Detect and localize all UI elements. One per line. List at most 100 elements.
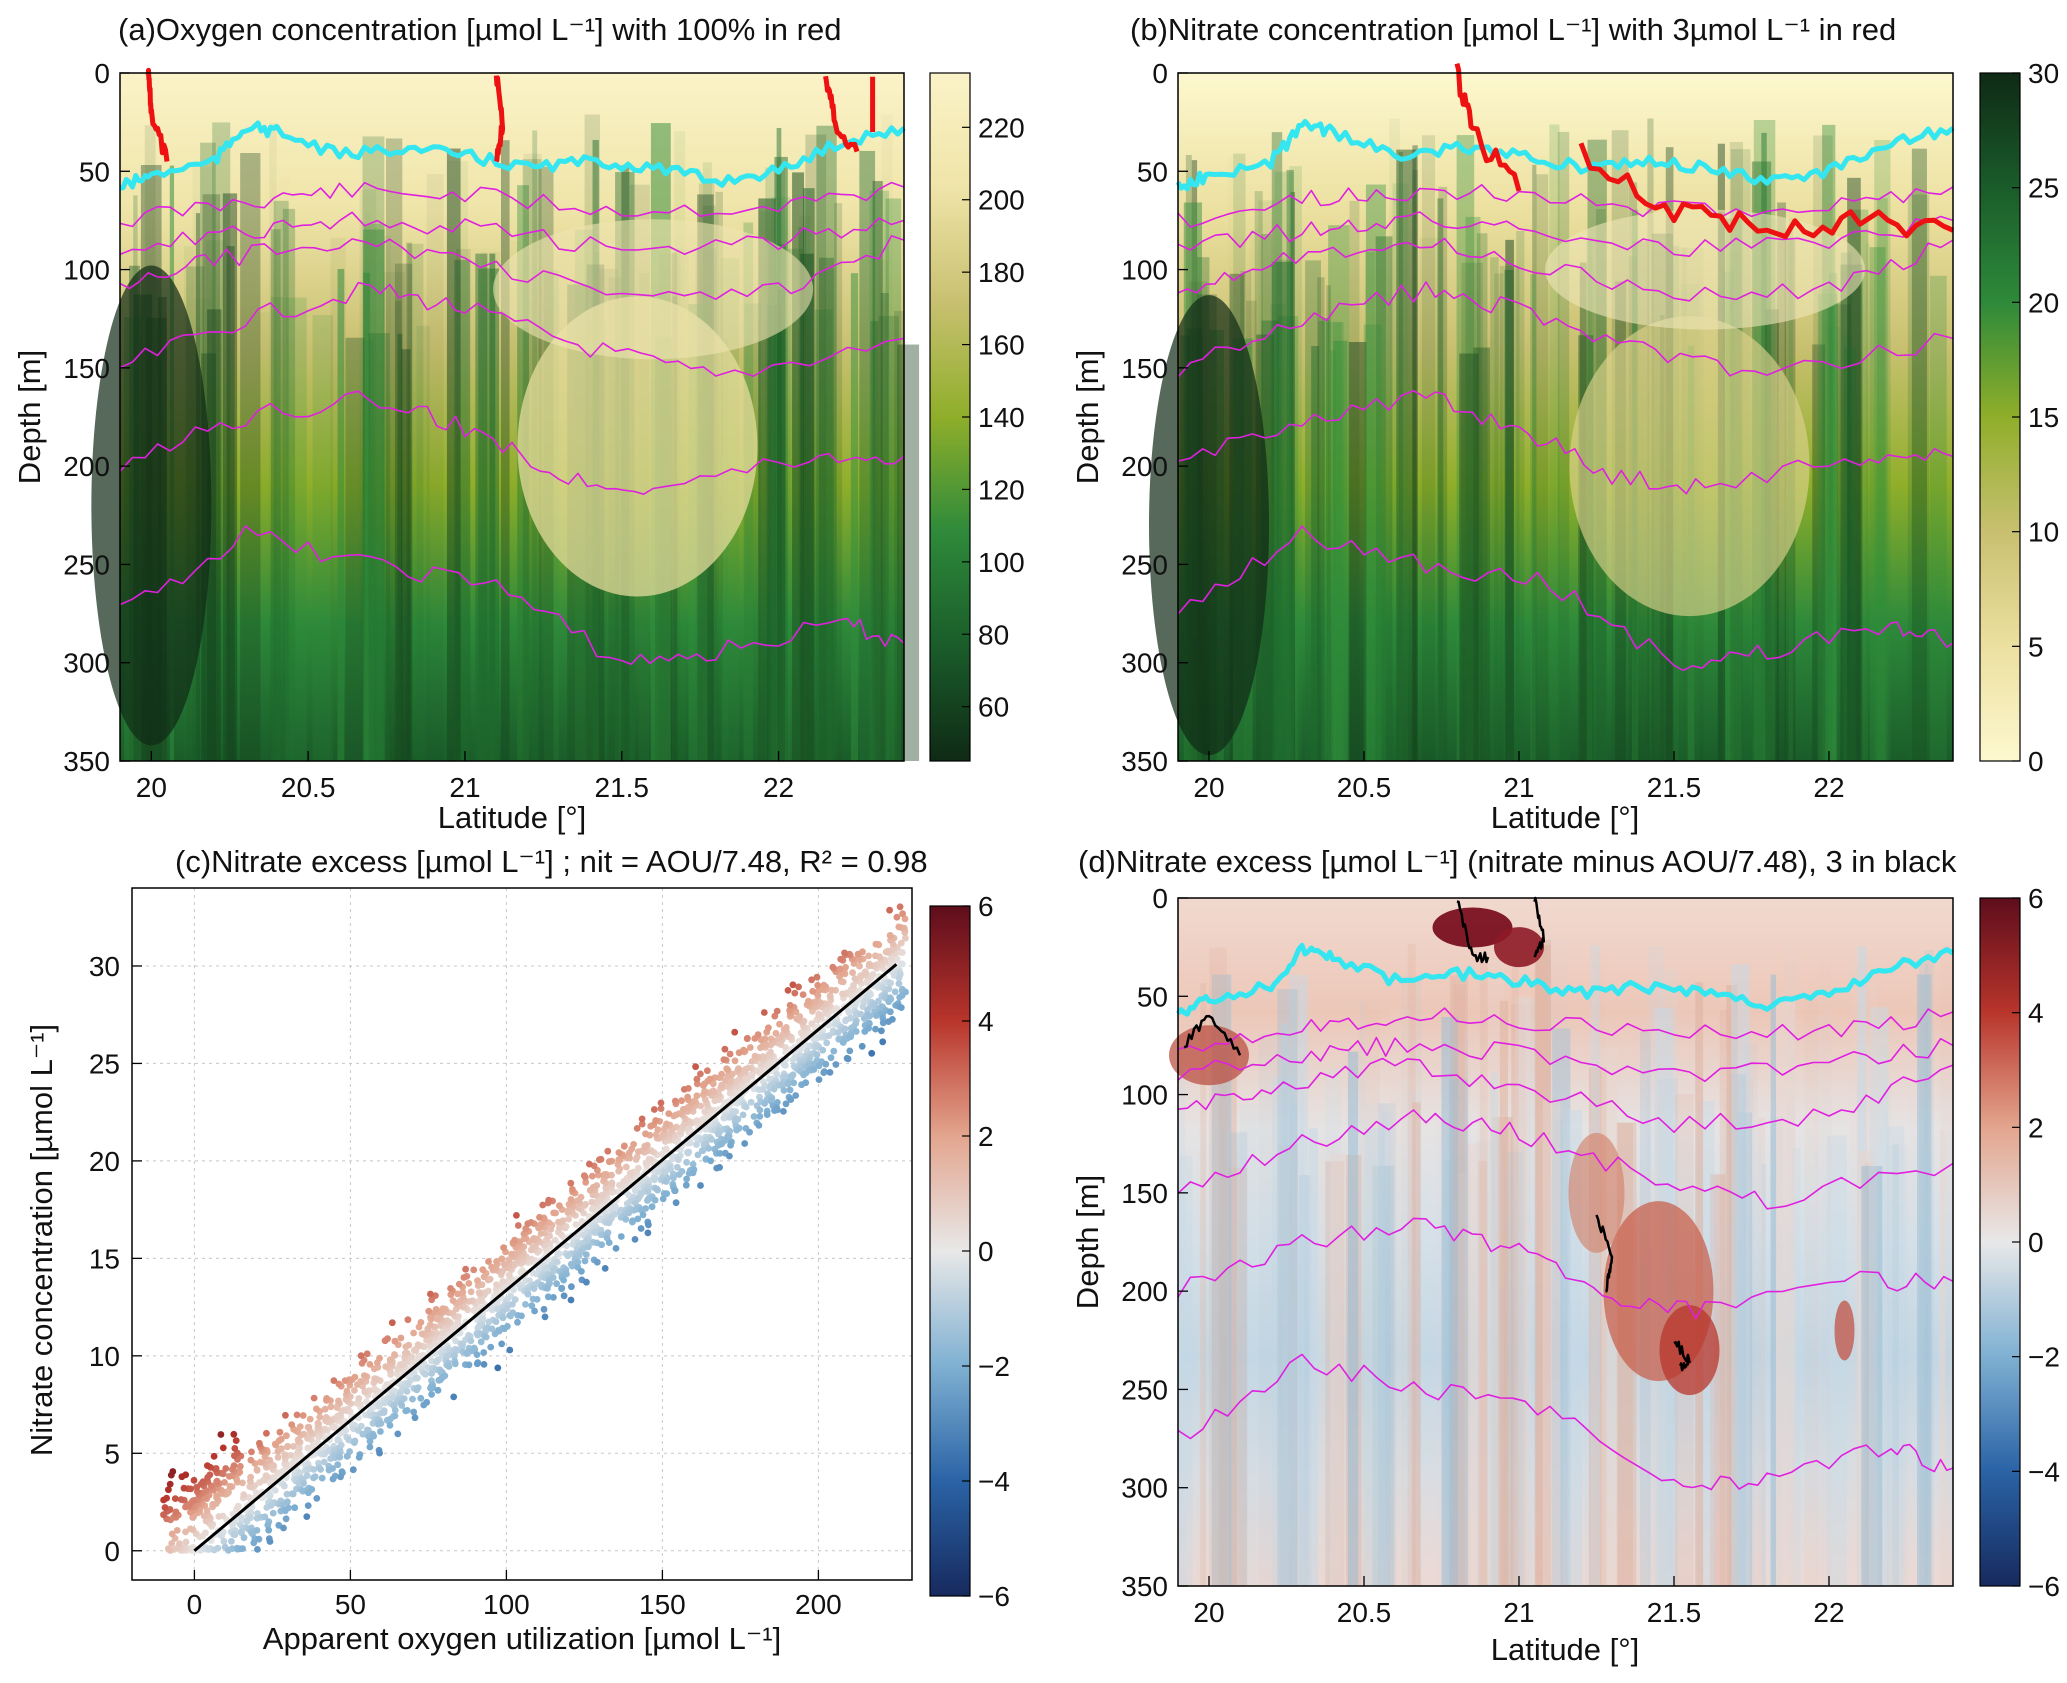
scatter-point	[280, 1524, 287, 1532]
scatter-point	[852, 1028, 860, 1035]
scatter-point	[343, 1453, 351, 1460]
panel-c-frame	[131, 887, 913, 1581]
colorbar-tick-label: −2	[978, 1351, 1010, 1382]
scatter-point	[813, 973, 821, 981]
panel-a-xlabel: Latitude [°]	[438, 800, 587, 835]
scatter-point	[398, 1402, 406, 1409]
scatter-point	[750, 1113, 758, 1120]
heatmap-cell	[1317, 321, 1325, 761]
scatter-point	[674, 1163, 681, 1171]
scatter-point	[799, 991, 807, 998]
scatter-point	[256, 1439, 263, 1447]
panel-a: (a)Oxygen concentration [µmol L⁻¹] with …	[12, 12, 1025, 835]
scatter-point	[593, 1258, 601, 1266]
isopycnal-line	[1177, 1007, 1954, 1052]
scatter-point	[556, 1224, 563, 1231]
heatmap-cell	[222, 193, 238, 761]
heatmap-cell	[1535, 174, 1549, 762]
heatmap-cell	[1305, 260, 1321, 761]
scatter-point	[621, 1142, 628, 1150]
scatter-point	[414, 1374, 421, 1382]
scatter-point	[596, 1156, 603, 1164]
scatter-point	[474, 1282, 482, 1289]
scatter-point	[802, 1079, 810, 1087]
heatmap-cell	[282, 208, 296, 761]
scatter-point	[166, 1480, 174, 1488]
scatter-point	[565, 1206, 572, 1214]
scatter-point	[279, 1468, 286, 1475]
scatter-point	[550, 1294, 557, 1301]
heatmap-cell	[212, 122, 231, 762]
scatter-point	[381, 1399, 389, 1407]
heatmap-cell	[1227, 1068, 1233, 1586]
scatter-point	[304, 1423, 312, 1431]
panel-d-plot	[1169, 896, 1955, 1587]
heatmap-cell	[1379, 1104, 1390, 1586]
heatmap-cell	[1390, 1008, 1411, 1586]
panel-b-ytick-label: 250	[1121, 549, 1168, 580]
scatter-point	[895, 980, 903, 987]
heatmap-cell	[878, 315, 899, 761]
scatter-point	[465, 1280, 473, 1287]
heatmap-cell	[1554, 215, 1561, 761]
panel-c-ytick-label: 25	[89, 1048, 120, 1079]
heatmap-cell	[792, 172, 805, 762]
scatter-point	[226, 1482, 234, 1490]
scatter-point	[654, 1186, 661, 1194]
heatmap-cell	[1457, 1068, 1471, 1586]
scatter-point	[271, 1440, 279, 1448]
scatter-point	[757, 1061, 765, 1069]
scatter-point	[857, 972, 865, 980]
scatter-point	[488, 1263, 495, 1271]
scatter-point	[612, 1245, 620, 1252]
panel-a-ytick-label: 0	[94, 58, 110, 89]
heatmap-cell	[1490, 257, 1499, 761]
scatter-point	[381, 1337, 389, 1345]
scatter-point	[586, 1160, 593, 1168]
scatter-point	[380, 1409, 388, 1416]
scatter-point	[441, 1372, 449, 1380]
isopycnal-line	[1177, 1353, 1954, 1491]
panel-c-ytick-label: 5	[104, 1438, 120, 1469]
scatter-point	[847, 1014, 855, 1022]
heatmap-cell	[1229, 1132, 1248, 1586]
scatter-point	[518, 1312, 525, 1320]
panel-d-ytick-label: 0	[1152, 883, 1168, 914]
scatter-point	[269, 1509, 277, 1517]
scatter-point	[642, 1130, 649, 1138]
scatter-point	[218, 1532, 226, 1540]
scatter-point	[639, 1211, 647, 1219]
scatter-point	[293, 1411, 301, 1419]
scatter-point	[665, 1110, 673, 1117]
heatmap-cell	[1516, 230, 1525, 762]
scatter-point	[282, 1515, 290, 1523]
scatter-point	[746, 1128, 753, 1136]
scatter-point	[898, 992, 906, 999]
heatmap-cell	[1495, 1151, 1504, 1586]
scatter-point	[644, 1229, 652, 1237]
panel-b-ytick-label: 0	[1152, 58, 1168, 89]
scatter-point	[556, 1202, 563, 1210]
scatter-point	[287, 1452, 294, 1459]
scatter-point	[689, 1161, 697, 1168]
scatter-point	[342, 1396, 350, 1403]
scatter-point	[391, 1351, 398, 1358]
scatter-point	[240, 1534, 248, 1542]
scatter-point	[677, 1146, 684, 1154]
scatter-point	[276, 1428, 284, 1436]
scatter-point	[845, 1009, 853, 1016]
scatter-point	[868, 1049, 876, 1057]
panel-c-ytick-label: 20	[89, 1146, 120, 1177]
scatter-point	[582, 1201, 589, 1208]
scatter-point	[747, 1098, 755, 1106]
heatmap-cell	[850, 273, 859, 761]
heatmap-cell	[337, 269, 345, 761]
scatter-point	[499, 1314, 507, 1322]
scatter-point	[173, 1527, 181, 1534]
heatmap-cell	[1940, 945, 1953, 1586]
heatmap-cell	[1549, 124, 1560, 761]
heatmap-cell	[1534, 945, 1551, 1586]
isopycnal-line	[119, 390, 905, 495]
scatter-point	[849, 969, 856, 976]
heatmap-cell	[426, 173, 444, 762]
